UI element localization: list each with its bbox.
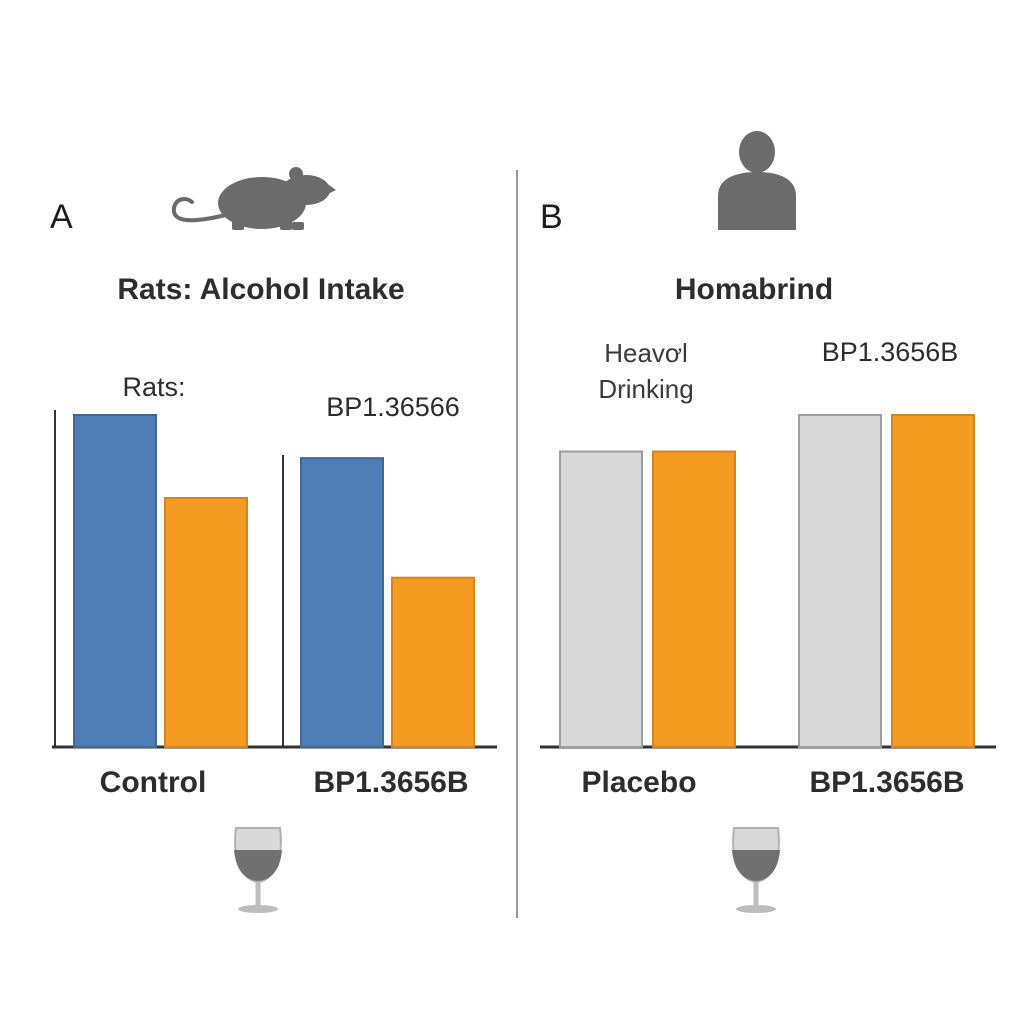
chart-a-bar-s1-c0 bbox=[164, 497, 248, 748]
chart-b-category-label-0: Placebo bbox=[581, 766, 696, 799]
chart-a-category-label-1: BP1.3656B bbox=[313, 766, 468, 799]
chart-a-bar-s0-c1 bbox=[300, 457, 384, 748]
panel-letter-b: B bbox=[540, 198, 563, 236]
panel-letter-a: A bbox=[50, 198, 73, 236]
chart-a-category-label-0: Control bbox=[100, 766, 207, 799]
chart-a-title: Rats: Alcohol Intake bbox=[117, 273, 404, 306]
wine-glass-icon bbox=[732, 827, 780, 913]
chart-b-bar-s0-c1 bbox=[798, 414, 882, 748]
chart-b-bar-s1-c0 bbox=[652, 450, 736, 748]
chart-b-annotation-drinking: Drinking bbox=[598, 374, 693, 404]
wine-glass-icon bbox=[234, 827, 282, 913]
chart-b-title: Homabrind bbox=[675, 273, 833, 306]
chart-b-bar-s0-c0 bbox=[559, 450, 643, 748]
chart-b-category-label-1: BP1.3656B bbox=[809, 766, 964, 799]
chart-b-bar-s1-c1 bbox=[891, 414, 975, 748]
rat-icon bbox=[171, 167, 336, 230]
chart-b-annotation-treatment: BP1.3656B bbox=[822, 337, 959, 367]
chart-a-annotation-rats: Rats: bbox=[122, 372, 185, 402]
chart-a-bars bbox=[73, 414, 475, 748]
chart-b-annotation-heavy: Heavơl bbox=[604, 338, 688, 368]
chart-a-bar-s1-c1 bbox=[391, 576, 475, 748]
chart-a-bar-s0-c0 bbox=[73, 414, 157, 748]
chart-b-bars bbox=[559, 414, 975, 748]
chart-a-annotation-treatment: BP1.36566 bbox=[326, 392, 460, 422]
person-icon bbox=[718, 131, 796, 230]
